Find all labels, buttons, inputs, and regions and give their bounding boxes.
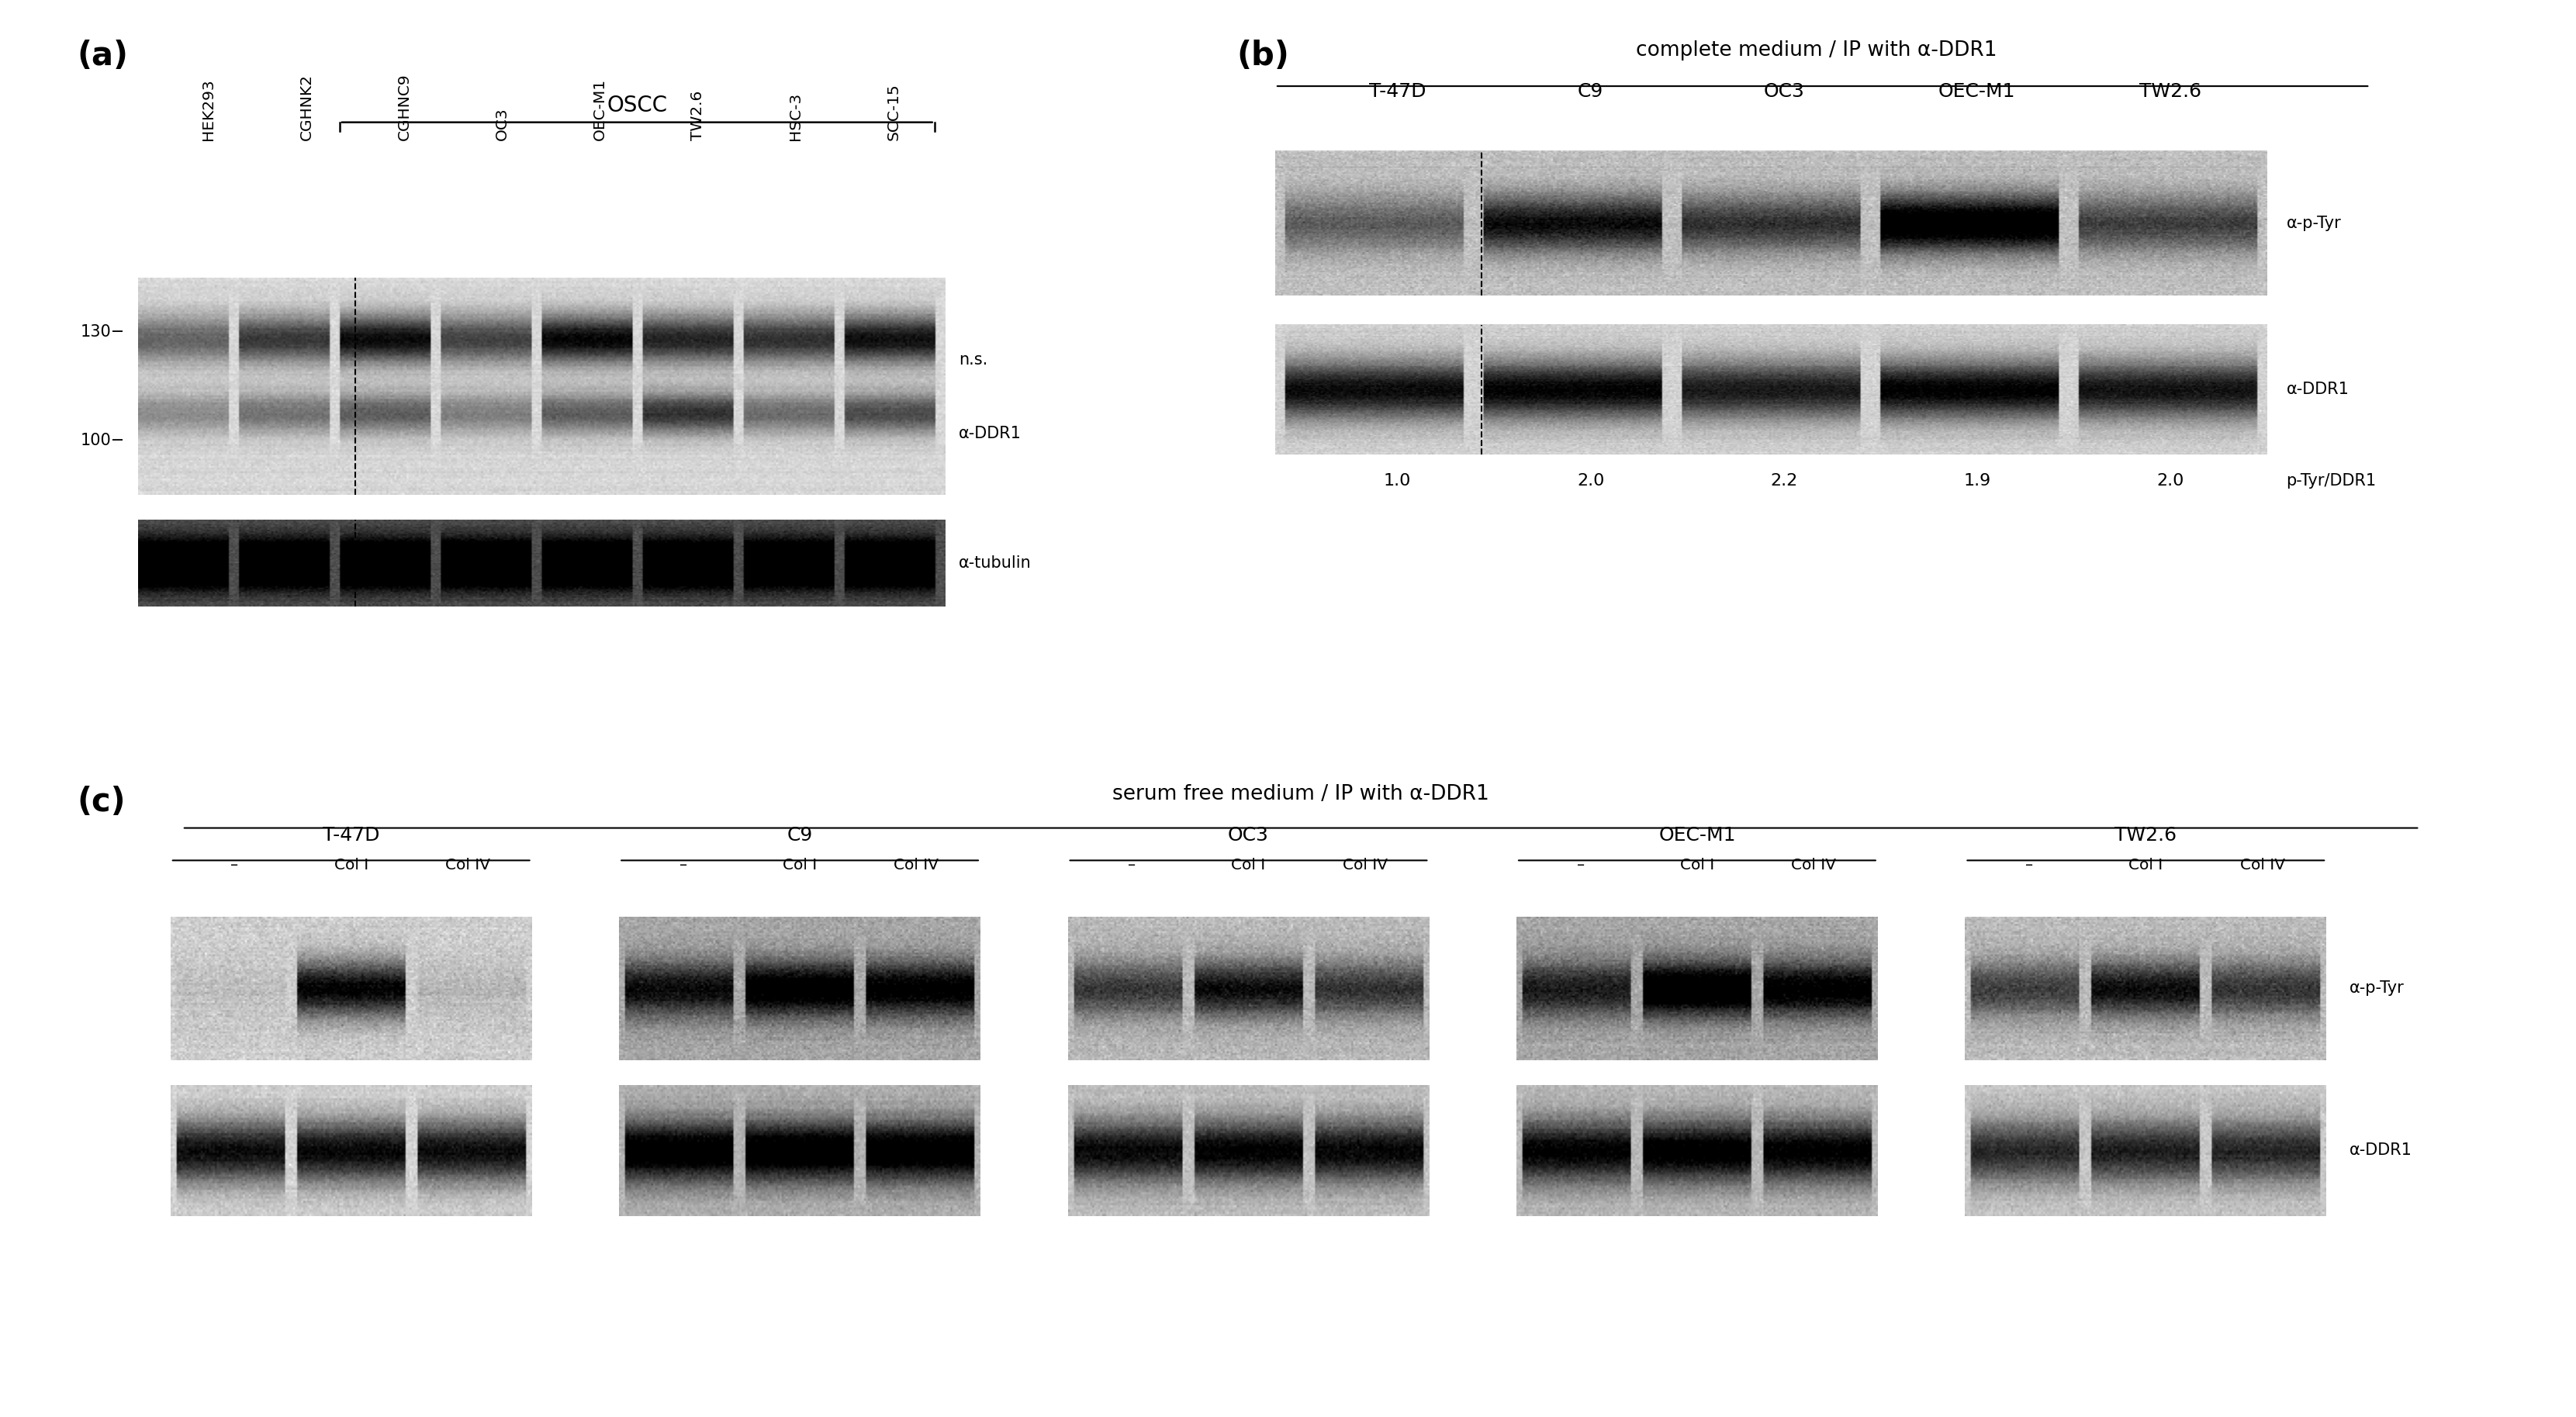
Text: 2.2: 2.2 bbox=[1770, 473, 1798, 489]
Text: OEC-M1: OEC-M1 bbox=[1659, 826, 1736, 845]
Text: Col I: Col I bbox=[2128, 859, 2164, 873]
Text: Col I: Col I bbox=[1231, 859, 1265, 873]
Text: 1.0: 1.0 bbox=[1383, 473, 1412, 489]
Text: Col IV: Col IV bbox=[2239, 859, 2285, 873]
Text: Col I: Col I bbox=[1680, 859, 1713, 873]
Text: Col IV: Col IV bbox=[894, 859, 938, 873]
Text: serum free medium / IP with α-DDR1: serum free medium / IP with α-DDR1 bbox=[1113, 784, 1489, 805]
Text: OC3: OC3 bbox=[1229, 826, 1270, 845]
Text: (b): (b) bbox=[1236, 40, 1288, 72]
Text: –: – bbox=[1128, 859, 1136, 873]
Text: TW2.6: TW2.6 bbox=[2115, 826, 2177, 845]
Text: 2.0: 2.0 bbox=[2156, 473, 2184, 489]
Text: Col IV: Col IV bbox=[1342, 859, 1388, 873]
Text: –: – bbox=[680, 859, 688, 873]
Text: α-tubulin: α-tubulin bbox=[958, 555, 1030, 571]
Text: Col I: Col I bbox=[783, 859, 817, 873]
Text: (a): (a) bbox=[77, 40, 129, 72]
Text: –: – bbox=[1577, 859, 1584, 873]
Text: α-DDR1: α-DDR1 bbox=[958, 427, 1023, 442]
Text: OSCC: OSCC bbox=[608, 95, 667, 116]
Text: CGHNC9: CGHNC9 bbox=[397, 74, 412, 140]
Text: Col IV: Col IV bbox=[446, 859, 489, 873]
Text: OC3: OC3 bbox=[1765, 82, 1803, 101]
Text: n.s.: n.s. bbox=[958, 353, 987, 368]
Text: p-Tyr/DDR1: p-Tyr/DDR1 bbox=[2287, 473, 2375, 489]
Text: α-DDR1: α-DDR1 bbox=[2287, 383, 2349, 397]
Text: OEC-M1: OEC-M1 bbox=[592, 78, 608, 140]
Text: OC3: OC3 bbox=[495, 108, 510, 140]
Text: 130−: 130− bbox=[80, 324, 126, 340]
Text: SCC-15: SCC-15 bbox=[886, 84, 902, 140]
Text: C9: C9 bbox=[786, 826, 811, 845]
Text: T-47D: T-47D bbox=[322, 826, 379, 845]
Text: OEC-M1: OEC-M1 bbox=[1940, 82, 2014, 101]
Text: α-p-Tyr: α-p-Tyr bbox=[2287, 215, 2342, 231]
Text: α-DDR1: α-DDR1 bbox=[2349, 1142, 2411, 1158]
Text: Col IV: Col IV bbox=[1790, 859, 1837, 873]
Text: complete medium / IP with α-DDR1: complete medium / IP with α-DDR1 bbox=[1636, 41, 1996, 61]
Text: (c): (c) bbox=[77, 785, 126, 818]
Text: Col I: Col I bbox=[335, 859, 368, 873]
Text: 2.0: 2.0 bbox=[1577, 473, 1605, 489]
Text: α-p-Tyr: α-p-Tyr bbox=[2349, 981, 2403, 996]
Text: HEK293: HEK293 bbox=[201, 78, 216, 140]
Text: –: – bbox=[232, 859, 240, 873]
Text: –: – bbox=[2025, 859, 2032, 873]
Text: 100−: 100− bbox=[80, 432, 126, 448]
Text: CGHNK2: CGHNK2 bbox=[299, 74, 314, 140]
Text: TW2.6: TW2.6 bbox=[690, 91, 706, 140]
Text: C9: C9 bbox=[1577, 82, 1605, 101]
Text: 1.9: 1.9 bbox=[1963, 473, 1991, 489]
Text: HSC-3: HSC-3 bbox=[788, 92, 804, 140]
Text: T-47D: T-47D bbox=[1368, 82, 1427, 101]
Text: TW2.6: TW2.6 bbox=[2138, 82, 2202, 101]
